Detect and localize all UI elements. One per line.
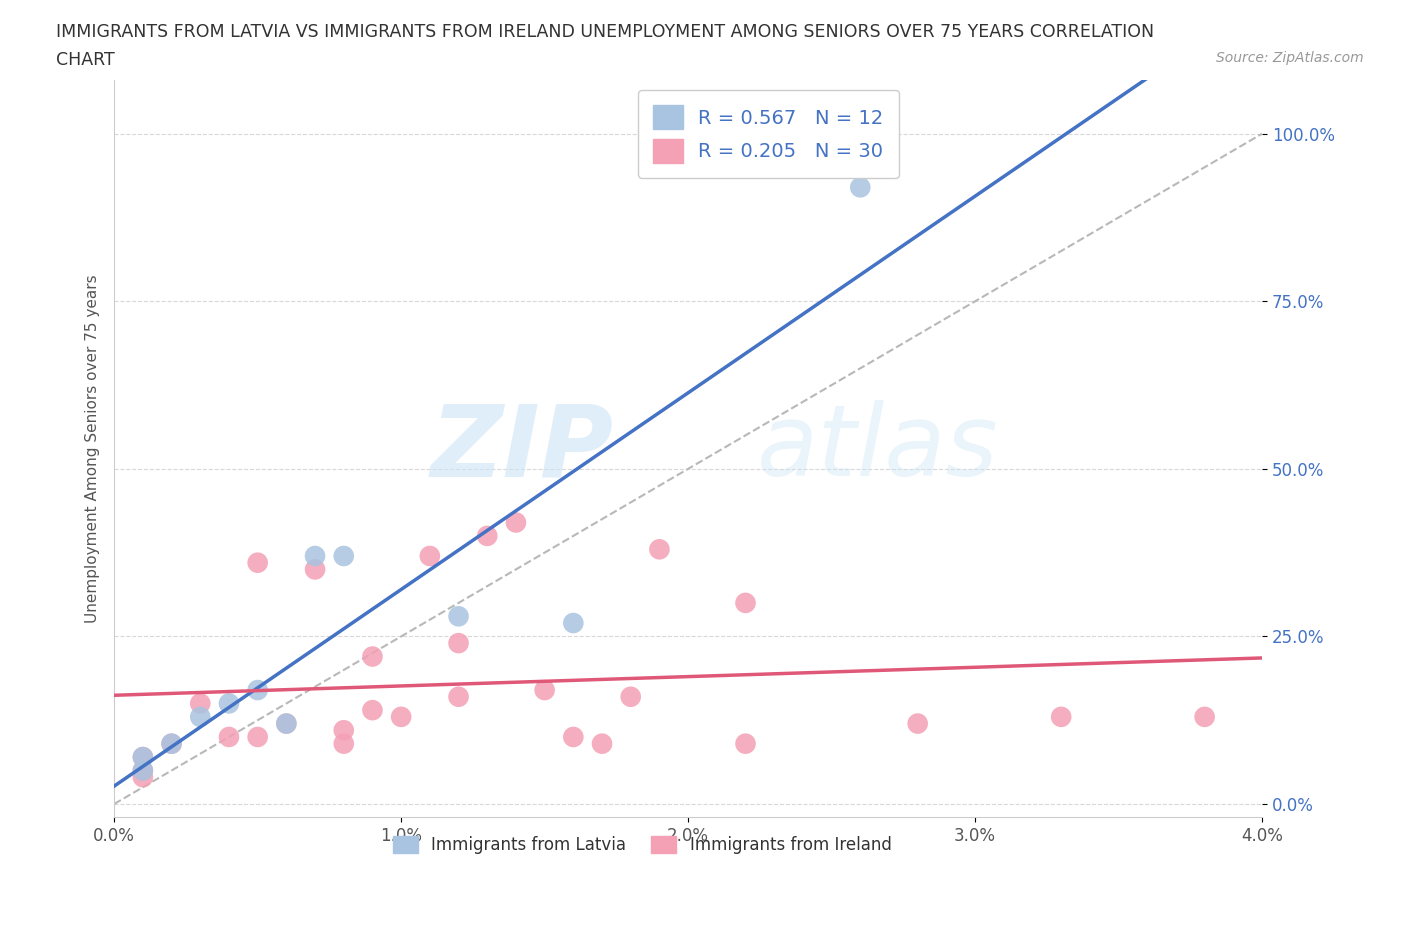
Point xyxy=(591,737,613,751)
Point xyxy=(132,763,155,777)
Point xyxy=(132,770,155,785)
Point xyxy=(1050,710,1073,724)
Point xyxy=(276,716,298,731)
Point xyxy=(533,683,555,698)
Point xyxy=(218,729,240,744)
Point xyxy=(276,716,298,731)
Point xyxy=(160,737,183,751)
Point xyxy=(188,696,211,711)
Point xyxy=(332,737,354,751)
Point xyxy=(132,750,155,764)
Text: atlas: atlas xyxy=(756,400,998,498)
Point xyxy=(188,710,211,724)
Point xyxy=(562,729,585,744)
Point xyxy=(132,763,155,777)
Point xyxy=(648,542,671,557)
Point xyxy=(361,703,384,718)
Y-axis label: Unemployment Among Seniors over 75 years: Unemployment Among Seniors over 75 years xyxy=(86,274,100,623)
Point xyxy=(246,729,269,744)
Point xyxy=(1194,710,1216,724)
Point xyxy=(620,689,643,704)
Text: CHART: CHART xyxy=(56,51,115,69)
Point xyxy=(332,723,354,737)
Point xyxy=(246,555,269,570)
Point xyxy=(218,696,240,711)
Point xyxy=(562,616,585,631)
Point xyxy=(849,179,872,194)
Point xyxy=(477,528,499,543)
Point xyxy=(419,549,441,564)
Point xyxy=(160,737,183,751)
Point xyxy=(304,562,326,577)
Legend: Immigrants from Latvia, Immigrants from Ireland: Immigrants from Latvia, Immigrants from … xyxy=(387,830,898,860)
Point xyxy=(447,689,470,704)
Point xyxy=(132,750,155,764)
Point xyxy=(734,737,756,751)
Point xyxy=(304,549,326,564)
Text: Source: ZipAtlas.com: Source: ZipAtlas.com xyxy=(1216,51,1364,65)
Point xyxy=(246,683,269,698)
Text: ZIP: ZIP xyxy=(430,400,613,498)
Point xyxy=(447,636,470,651)
Point xyxy=(361,649,384,664)
Text: IMMIGRANTS FROM LATVIA VS IMMIGRANTS FROM IRELAND UNEMPLOYMENT AMONG SENIORS OVE: IMMIGRANTS FROM LATVIA VS IMMIGRANTS FRO… xyxy=(56,23,1154,41)
Point xyxy=(734,595,756,610)
Point xyxy=(505,515,527,530)
Point xyxy=(389,710,412,724)
Point xyxy=(447,609,470,624)
Point xyxy=(907,716,929,731)
Point xyxy=(332,549,354,564)
